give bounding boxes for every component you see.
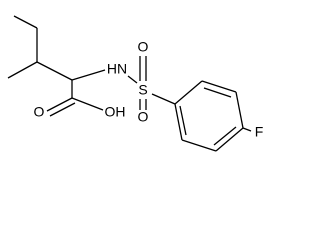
atom-label: O <box>138 109 149 125</box>
atom-label: HN <box>107 61 127 77</box>
atom-label: S <box>138 82 147 98</box>
atom-label: O <box>34 104 45 120</box>
atom-label: O <box>138 39 149 55</box>
atom-label: OH <box>105 104 126 120</box>
bonds <box>7 15 252 152</box>
structure-diagram: HN S O O O OH F <box>7 15 264 152</box>
atom-label: F <box>255 124 264 140</box>
